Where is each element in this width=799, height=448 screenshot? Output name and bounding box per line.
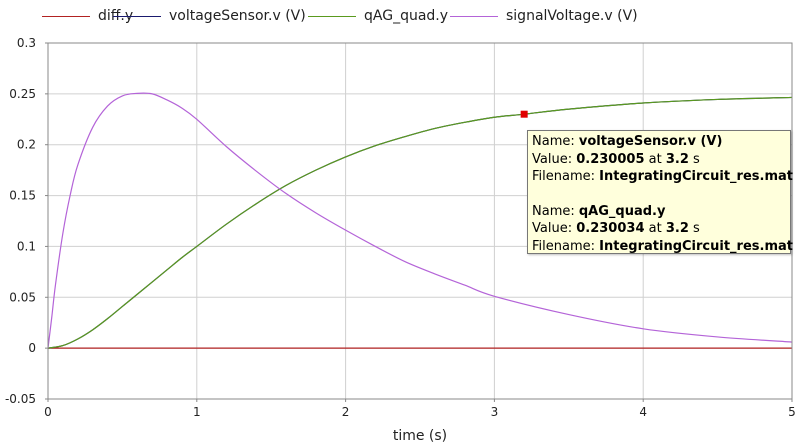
legend-item-qag-quad[interactable]: qAG_quad.y xyxy=(308,6,448,26)
tooltip-unit: s xyxy=(693,221,700,236)
tooltip-file-value: IntegratingCircuit_res.mat xyxy=(599,238,793,254)
x-tick-label: 2 xyxy=(342,405,350,419)
y-tick-label: 0.3 xyxy=(17,36,36,50)
data-tooltip: Name: voltageSensor.v (V) Value: 0.23000… xyxy=(527,130,793,256)
tooltip-value: 0.230005 xyxy=(576,151,645,167)
tooltip-time: 3.2 xyxy=(665,151,689,167)
tooltip-value-label: Value: xyxy=(532,221,573,236)
tooltip-name-row-1: Name: voltageSensor.v (V) xyxy=(532,133,786,151)
tooltip-at-label: at xyxy=(648,151,662,167)
plot-frame xyxy=(47,42,793,400)
y-tick-label: 0 xyxy=(28,341,36,355)
grid-lines xyxy=(48,43,792,399)
y-tick-label: 0.05 xyxy=(9,290,36,304)
tooltip-name-label: Name: xyxy=(532,134,575,149)
tooltip-file-label: Filename: xyxy=(532,238,596,254)
legend-label-voltage-sensor: voltageSensor.v (V) xyxy=(169,8,306,24)
legend-label-qag-quad: qAG_quad.y xyxy=(364,8,449,24)
legend-swatch-qag-quad xyxy=(308,15,356,17)
y-tick-label: 0.25 xyxy=(9,87,36,101)
series-line-signalvoltage-v[interactable] xyxy=(47,92,793,349)
x-tick-label: 1 xyxy=(193,405,201,419)
tooltip-name-row-2: Name: qAG_quad.y xyxy=(532,203,786,221)
x-axis-label: time (s) xyxy=(393,428,447,444)
y-tick-label: 0.1 xyxy=(17,239,36,253)
legend-swatch-signal-voltage xyxy=(450,15,498,17)
y-tick-labels: -0.05 0 0.05 0.1 0.15 0.2 0.25 0.3 xyxy=(5,36,48,406)
tooltip-name-label: Name: xyxy=(532,203,575,219)
tooltip-value-row-1: Value: 0.230005 at 3.2 s xyxy=(532,151,786,169)
tooltip-value-label: Value: xyxy=(532,151,573,167)
tooltip-file-value: IntegratingCircuit_res.mat xyxy=(599,169,793,184)
legend-label-signal-voltage: signalVoltage.v (V) xyxy=(506,8,638,24)
x-tick-label: 0 xyxy=(44,405,52,419)
x-tick-labels: 0 1 2 3 4 5 xyxy=(44,399,796,419)
tooltip-file-row-2: Filename: IntegratingCircuit_res.mat xyxy=(532,238,793,256)
legend-swatch-voltage-sensor xyxy=(113,15,161,17)
tooltip-value-row-2: Value: 0.230034 at 3.2 s xyxy=(532,220,786,238)
tooltip-time: 3.2 xyxy=(665,221,689,236)
x-tick-label: 5 xyxy=(788,405,796,419)
legend-item-voltage-sensor[interactable]: voltageSensor.v (V) xyxy=(113,6,306,26)
legend-item-signal-voltage[interactable]: signalVoltage.v (V) xyxy=(450,6,638,26)
chart-legend: diff.y voltageSensor.v (V) qAG_quad.y si… xyxy=(0,0,799,34)
x-tick-label: 4 xyxy=(639,405,647,419)
tooltip-name-value: voltageSensor.v (V) xyxy=(578,134,723,149)
tooltip-file-label: Filename: xyxy=(532,169,596,184)
tooltip-value: 0.230034 xyxy=(576,221,645,236)
hover-marker-point[interactable] xyxy=(520,110,528,118)
y-tick-label: 0.15 xyxy=(9,189,36,203)
marker-layer xyxy=(520,110,528,118)
y-tick-label: 0.2 xyxy=(17,138,36,152)
tooltip-spacer xyxy=(532,186,786,203)
tooltip-file-row-1: Filename: IntegratingCircuit_res.mat xyxy=(532,168,793,186)
legend-swatch-diff-y xyxy=(42,15,90,17)
tooltip-name-value: qAG_quad.y xyxy=(578,203,666,219)
tooltip-unit: s xyxy=(693,151,700,167)
y-tick-label: -0.05 xyxy=(5,392,36,406)
tooltip-at-label: at xyxy=(648,221,662,236)
x-tick-label: 3 xyxy=(491,405,499,419)
